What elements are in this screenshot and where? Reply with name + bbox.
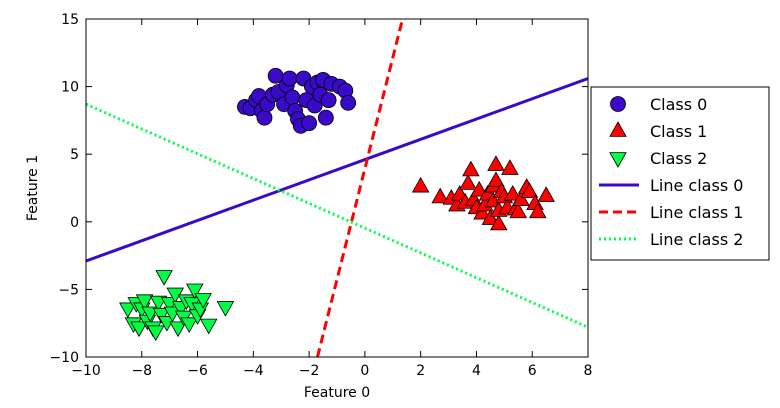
y-tick-label: 15 xyxy=(61,12,79,28)
legend-marker-class-2 xyxy=(609,152,627,168)
class-2-point xyxy=(160,297,179,313)
y-tick-label: −5 xyxy=(58,282,79,298)
line-class-2 xyxy=(86,102,588,329)
class-1-point xyxy=(473,203,491,220)
class-2-point xyxy=(155,270,173,286)
class-1-point xyxy=(537,186,555,202)
x-axis-label: Feature 0 xyxy=(304,385,370,401)
class-1-point xyxy=(459,174,477,190)
line-class-0 xyxy=(86,77,588,263)
legend-label-class-0: Class 0 xyxy=(650,95,707,114)
x-tick-label: 0 xyxy=(360,363,369,379)
x-tick-label: 6 xyxy=(528,363,537,379)
class-0-point xyxy=(320,92,337,109)
class-0-point xyxy=(340,94,357,111)
class-2-point xyxy=(199,318,218,335)
plot-frame xyxy=(85,18,589,358)
plot-data xyxy=(86,19,588,357)
class-0-point xyxy=(284,89,301,106)
legend-label-line-class-1: Line class 1 xyxy=(650,203,743,222)
class-1-point xyxy=(489,214,508,231)
legend-label-line-class-0: Line class 0 xyxy=(650,176,743,195)
y-tick-label: −10 xyxy=(49,350,79,366)
class-1-point xyxy=(509,202,528,219)
class-1-point xyxy=(481,209,500,225)
x-tick-label: 2 xyxy=(416,363,425,379)
class-1-point xyxy=(487,155,505,171)
class-1-point xyxy=(484,191,502,208)
x-tick-label: −2 xyxy=(299,363,320,379)
x-tick-label: −8 xyxy=(131,363,152,379)
legend-label-line-class-2: Line class 2 xyxy=(650,230,743,249)
class-2-point xyxy=(194,293,212,309)
class-2-point xyxy=(135,294,154,311)
line-class-1 xyxy=(316,19,404,357)
y-tick-label: 10 xyxy=(61,80,79,96)
legend-label-class-2: Class 2 xyxy=(650,149,707,168)
class-1-point xyxy=(470,180,489,197)
legend-marker-class-0 xyxy=(610,96,626,112)
y-tick-label: 5 xyxy=(70,147,79,163)
class-2-point xyxy=(169,321,187,338)
class-2-point xyxy=(130,321,148,338)
class-1-point xyxy=(411,176,430,193)
y-axis-label: Feature 1 xyxy=(25,155,41,221)
x-tick-label: −4 xyxy=(243,363,264,379)
axes: −10 −8 −6 −4 −2 0 2 4 6 8 −10 −5 0 5 10 15 xyxy=(49,12,592,379)
class-0-point xyxy=(256,109,273,126)
x-tick-label: 4 xyxy=(472,363,481,379)
class-2-point xyxy=(119,302,137,319)
class-2-point xyxy=(185,283,204,300)
class-1-point xyxy=(512,190,530,206)
class-1-point xyxy=(431,187,449,204)
legend-label-class-1: Class 1 xyxy=(650,122,707,141)
class-2-point xyxy=(216,301,235,317)
class-2-point xyxy=(180,317,198,334)
class-0-point xyxy=(281,70,298,87)
legend: Class 0 Class 1 Class 2 Line class 0 Line cl… xyxy=(590,86,770,261)
class-1-point xyxy=(529,202,547,219)
class-1-point xyxy=(501,159,519,175)
class-1-point xyxy=(503,184,522,201)
class-2-point xyxy=(152,307,171,324)
x-tick-label: −6 xyxy=(187,363,208,379)
class-2-point xyxy=(146,325,165,342)
legend-box xyxy=(590,86,770,261)
class-1-point xyxy=(487,171,505,188)
class-1-point xyxy=(520,182,539,198)
class-0-point xyxy=(317,109,334,126)
legend-marker-class-1 xyxy=(609,121,627,137)
class-0-point xyxy=(301,115,318,132)
x-tick-label: −10 xyxy=(71,363,101,379)
class-2-point xyxy=(163,306,182,323)
y-tick-label: 0 xyxy=(70,215,79,231)
class-1-point xyxy=(462,160,480,177)
x-tick-label: 8 xyxy=(584,363,593,379)
